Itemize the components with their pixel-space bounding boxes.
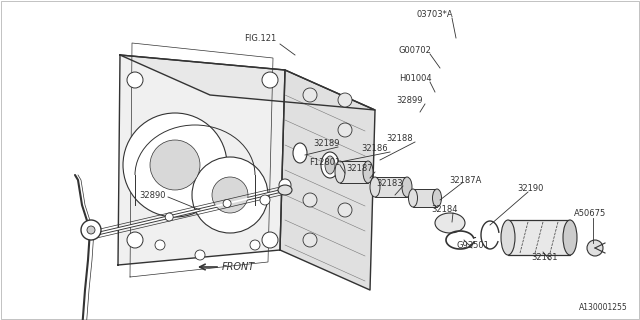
Ellipse shape <box>433 189 442 207</box>
Circle shape <box>87 226 95 234</box>
Text: 32890: 32890 <box>140 190 166 199</box>
Text: 32187A: 32187A <box>449 175 481 185</box>
Circle shape <box>165 213 173 221</box>
Circle shape <box>123 113 227 217</box>
Text: G00702: G00702 <box>399 45 431 54</box>
Bar <box>413 189 437 207</box>
Text: F12801: F12801 <box>308 157 340 166</box>
Polygon shape <box>120 55 375 110</box>
Circle shape <box>250 240 260 250</box>
Circle shape <box>587 240 603 256</box>
Circle shape <box>155 240 165 250</box>
Circle shape <box>81 220 101 240</box>
Text: 03703*A: 03703*A <box>417 10 453 19</box>
Circle shape <box>262 232 278 248</box>
Bar <box>340 161 368 183</box>
Text: G93501: G93501 <box>456 241 490 250</box>
Text: 32183: 32183 <box>377 179 403 188</box>
Ellipse shape <box>335 161 345 183</box>
Circle shape <box>260 195 270 205</box>
Circle shape <box>303 193 317 207</box>
Bar <box>375 177 407 197</box>
Text: 32899: 32899 <box>397 95 423 105</box>
Bar <box>508 220 570 255</box>
Text: 32187: 32187 <box>347 164 373 172</box>
Text: A50675: A50675 <box>574 209 606 218</box>
Ellipse shape <box>370 177 380 197</box>
Polygon shape <box>118 55 285 265</box>
Polygon shape <box>280 70 375 290</box>
Circle shape <box>127 232 143 248</box>
Ellipse shape <box>563 220 577 255</box>
Circle shape <box>303 233 317 247</box>
Ellipse shape <box>501 220 515 255</box>
Text: 32188: 32188 <box>387 133 413 142</box>
Ellipse shape <box>402 177 412 197</box>
Circle shape <box>338 203 352 217</box>
Text: 32189: 32189 <box>314 139 340 148</box>
Circle shape <box>262 72 278 88</box>
Text: A130001255: A130001255 <box>579 303 628 312</box>
Text: 32181: 32181 <box>532 252 558 261</box>
Ellipse shape <box>325 156 335 174</box>
Ellipse shape <box>278 185 292 195</box>
Circle shape <box>192 157 268 233</box>
Circle shape <box>150 140 200 190</box>
Text: 32186: 32186 <box>362 143 388 153</box>
Circle shape <box>279 179 291 191</box>
Circle shape <box>223 199 231 207</box>
Ellipse shape <box>321 152 339 178</box>
Text: FRONT: FRONT <box>222 262 255 272</box>
Text: 32190: 32190 <box>517 183 543 193</box>
Circle shape <box>195 250 205 260</box>
Text: H01004: H01004 <box>399 74 431 83</box>
Ellipse shape <box>408 189 417 207</box>
Text: FIG.121: FIG.121 <box>244 34 276 43</box>
Circle shape <box>212 177 248 213</box>
Text: 32184: 32184 <box>432 205 458 214</box>
Ellipse shape <box>435 213 465 233</box>
Ellipse shape <box>363 161 373 183</box>
Ellipse shape <box>293 143 307 163</box>
Circle shape <box>338 93 352 107</box>
Circle shape <box>127 72 143 88</box>
Circle shape <box>303 88 317 102</box>
Circle shape <box>338 123 352 137</box>
